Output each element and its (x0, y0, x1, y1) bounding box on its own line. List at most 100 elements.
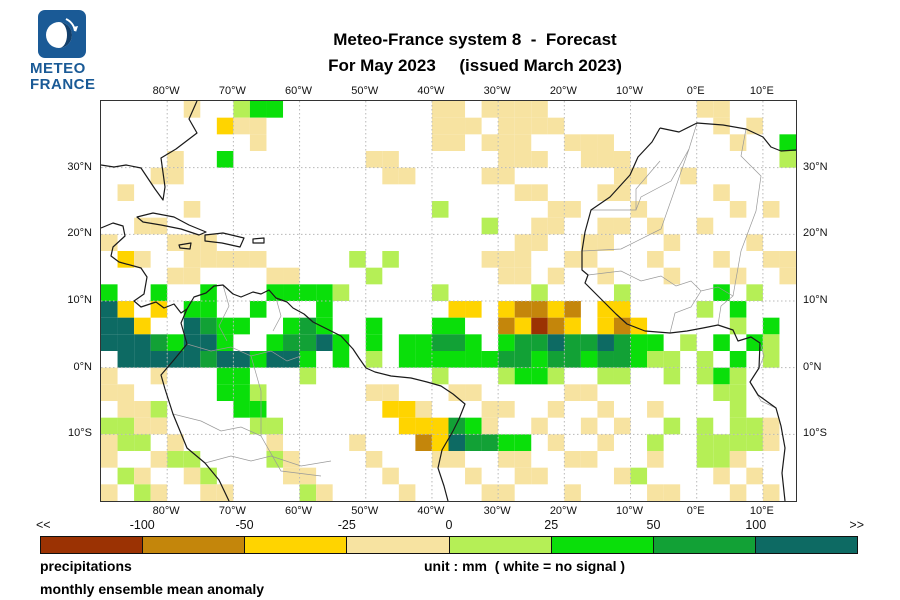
anomaly-cell (630, 351, 648, 368)
anomaly-cell (398, 167, 416, 185)
colorbar-segment (142, 537, 245, 553)
anomaly-cell (283, 467, 300, 485)
anomaly-cell (382, 401, 399, 418)
anomaly-cell (117, 301, 135, 318)
lon-tick-label: 70°W (218, 85, 246, 97)
anomaly-cell (713, 117, 730, 135)
anomaly-map (100, 100, 797, 502)
anomaly-cell (729, 267, 747, 285)
lat-tick-label: 10°S (803, 427, 827, 440)
colorbar-segment (652, 537, 755, 553)
anomaly-cell (547, 267, 565, 285)
anomaly-cell (117, 351, 135, 368)
anomaly-cell (514, 251, 532, 268)
anomaly-cell (498, 351, 515, 368)
anomaly-cell (531, 234, 548, 251)
anomaly-cell (564, 134, 581, 151)
anomaly-cell (299, 334, 317, 351)
anomaly-cell (597, 151, 614, 168)
anomaly-cell (216, 251, 234, 268)
anomaly-cell (630, 167, 648, 185)
anomaly-cell (696, 217, 714, 235)
anomaly-cell (514, 117, 532, 135)
anomaly-cell (167, 451, 184, 468)
anomaly-cell (713, 451, 730, 468)
anomaly-cell (117, 467, 135, 485)
anomaly-cell (713, 284, 730, 301)
anomaly-cell (448, 134, 466, 151)
anomaly-cell (498, 367, 515, 385)
anomaly-cell (101, 367, 118, 385)
lon-tick-label: 50°W (351, 85, 379, 97)
title-line-1: Meteo-France system 8 - Forecast (333, 30, 617, 49)
anomaly-cell (200, 317, 217, 335)
anomaly-cell (481, 251, 499, 268)
anomaly-cell (431, 351, 449, 368)
anomaly-cell (597, 184, 614, 201)
anomaly-cell (613, 151, 631, 168)
anomaly-cell (233, 351, 250, 368)
anomaly-cell (729, 134, 747, 151)
anomaly-cell (514, 367, 532, 385)
anomaly-cell (431, 134, 449, 151)
lat-tick-label: 10°N (67, 294, 92, 306)
anomaly-cell (779, 267, 796, 285)
anomaly-cell (696, 367, 714, 385)
lon-tick-label: 20°W (549, 505, 577, 517)
anomaly-cell (779, 151, 796, 168)
anomaly-cell (630, 201, 648, 218)
anomaly-cell (630, 467, 648, 485)
anomaly-cell (564, 384, 581, 401)
anomaly-cell (216, 367, 234, 385)
anomaly-cell (332, 334, 350, 351)
meteo-france-logo: METEO FRANCE (30, 10, 140, 93)
anomaly-cell (613, 351, 631, 368)
anomaly-cell (547, 301, 565, 318)
lon-tick-label: 80°W (152, 85, 180, 97)
anomaly-cell (101, 301, 118, 318)
anomaly-cell (514, 234, 532, 251)
anomaly-cell (647, 401, 664, 418)
anomaly-cell (316, 301, 333, 318)
colorbar-tick-label: -50 (235, 518, 254, 532)
anomaly-cell (498, 434, 515, 451)
anomaly-cell (547, 367, 565, 385)
anomaly-cell (531, 317, 548, 335)
unit-caption: unit : mm ( white = no signal ) (424, 558, 626, 574)
lat-tick-label: 30°N (803, 160, 828, 173)
anomaly-cell (283, 317, 300, 335)
anomaly-cell (729, 317, 747, 335)
anomaly-cell (696, 434, 714, 451)
anomaly-cell (613, 167, 631, 185)
anomaly-cell (613, 334, 631, 351)
anomaly-cell (663, 367, 681, 385)
anomaly-cell (382, 167, 399, 185)
anomaly-cell (514, 317, 532, 335)
anomaly-cell (531, 284, 548, 301)
anomaly-cell (266, 284, 284, 301)
lon-tick-label: 60°W (285, 85, 313, 97)
anomaly-cell (150, 417, 168, 435)
anomaly-cell (249, 251, 267, 268)
anomaly-cell (514, 134, 532, 151)
anomaly-cell (431, 101, 449, 118)
coastlines (101, 101, 796, 501)
anomaly-cell (233, 367, 250, 385)
anomaly-cell (117, 334, 135, 351)
anomaly-cell (200, 351, 217, 368)
figure-titles: Meteo-France system 8 - Forecast For May… (150, 27, 800, 79)
anomaly-cell (746, 334, 763, 351)
colorbar-tick-label: 50 (646, 518, 661, 532)
anomaly-cell (398, 401, 416, 418)
anomaly-cell (696, 451, 714, 468)
anomaly-cell (249, 351, 267, 368)
longitude-axis-top: 80°W 70°W 60°W 50°W 40°W 30°W 20°W 10°W 0°E 10°E (100, 85, 795, 98)
anomaly-cell (481, 417, 499, 435)
anomaly-cell (150, 451, 168, 468)
colorbar-tick-label: 0 (445, 518, 453, 532)
anomaly-cell (729, 301, 747, 318)
colorbar-segment (244, 537, 347, 553)
anomaly-cell (564, 251, 581, 268)
anomaly-cell (746, 467, 763, 485)
anomaly-cell (415, 401, 432, 418)
